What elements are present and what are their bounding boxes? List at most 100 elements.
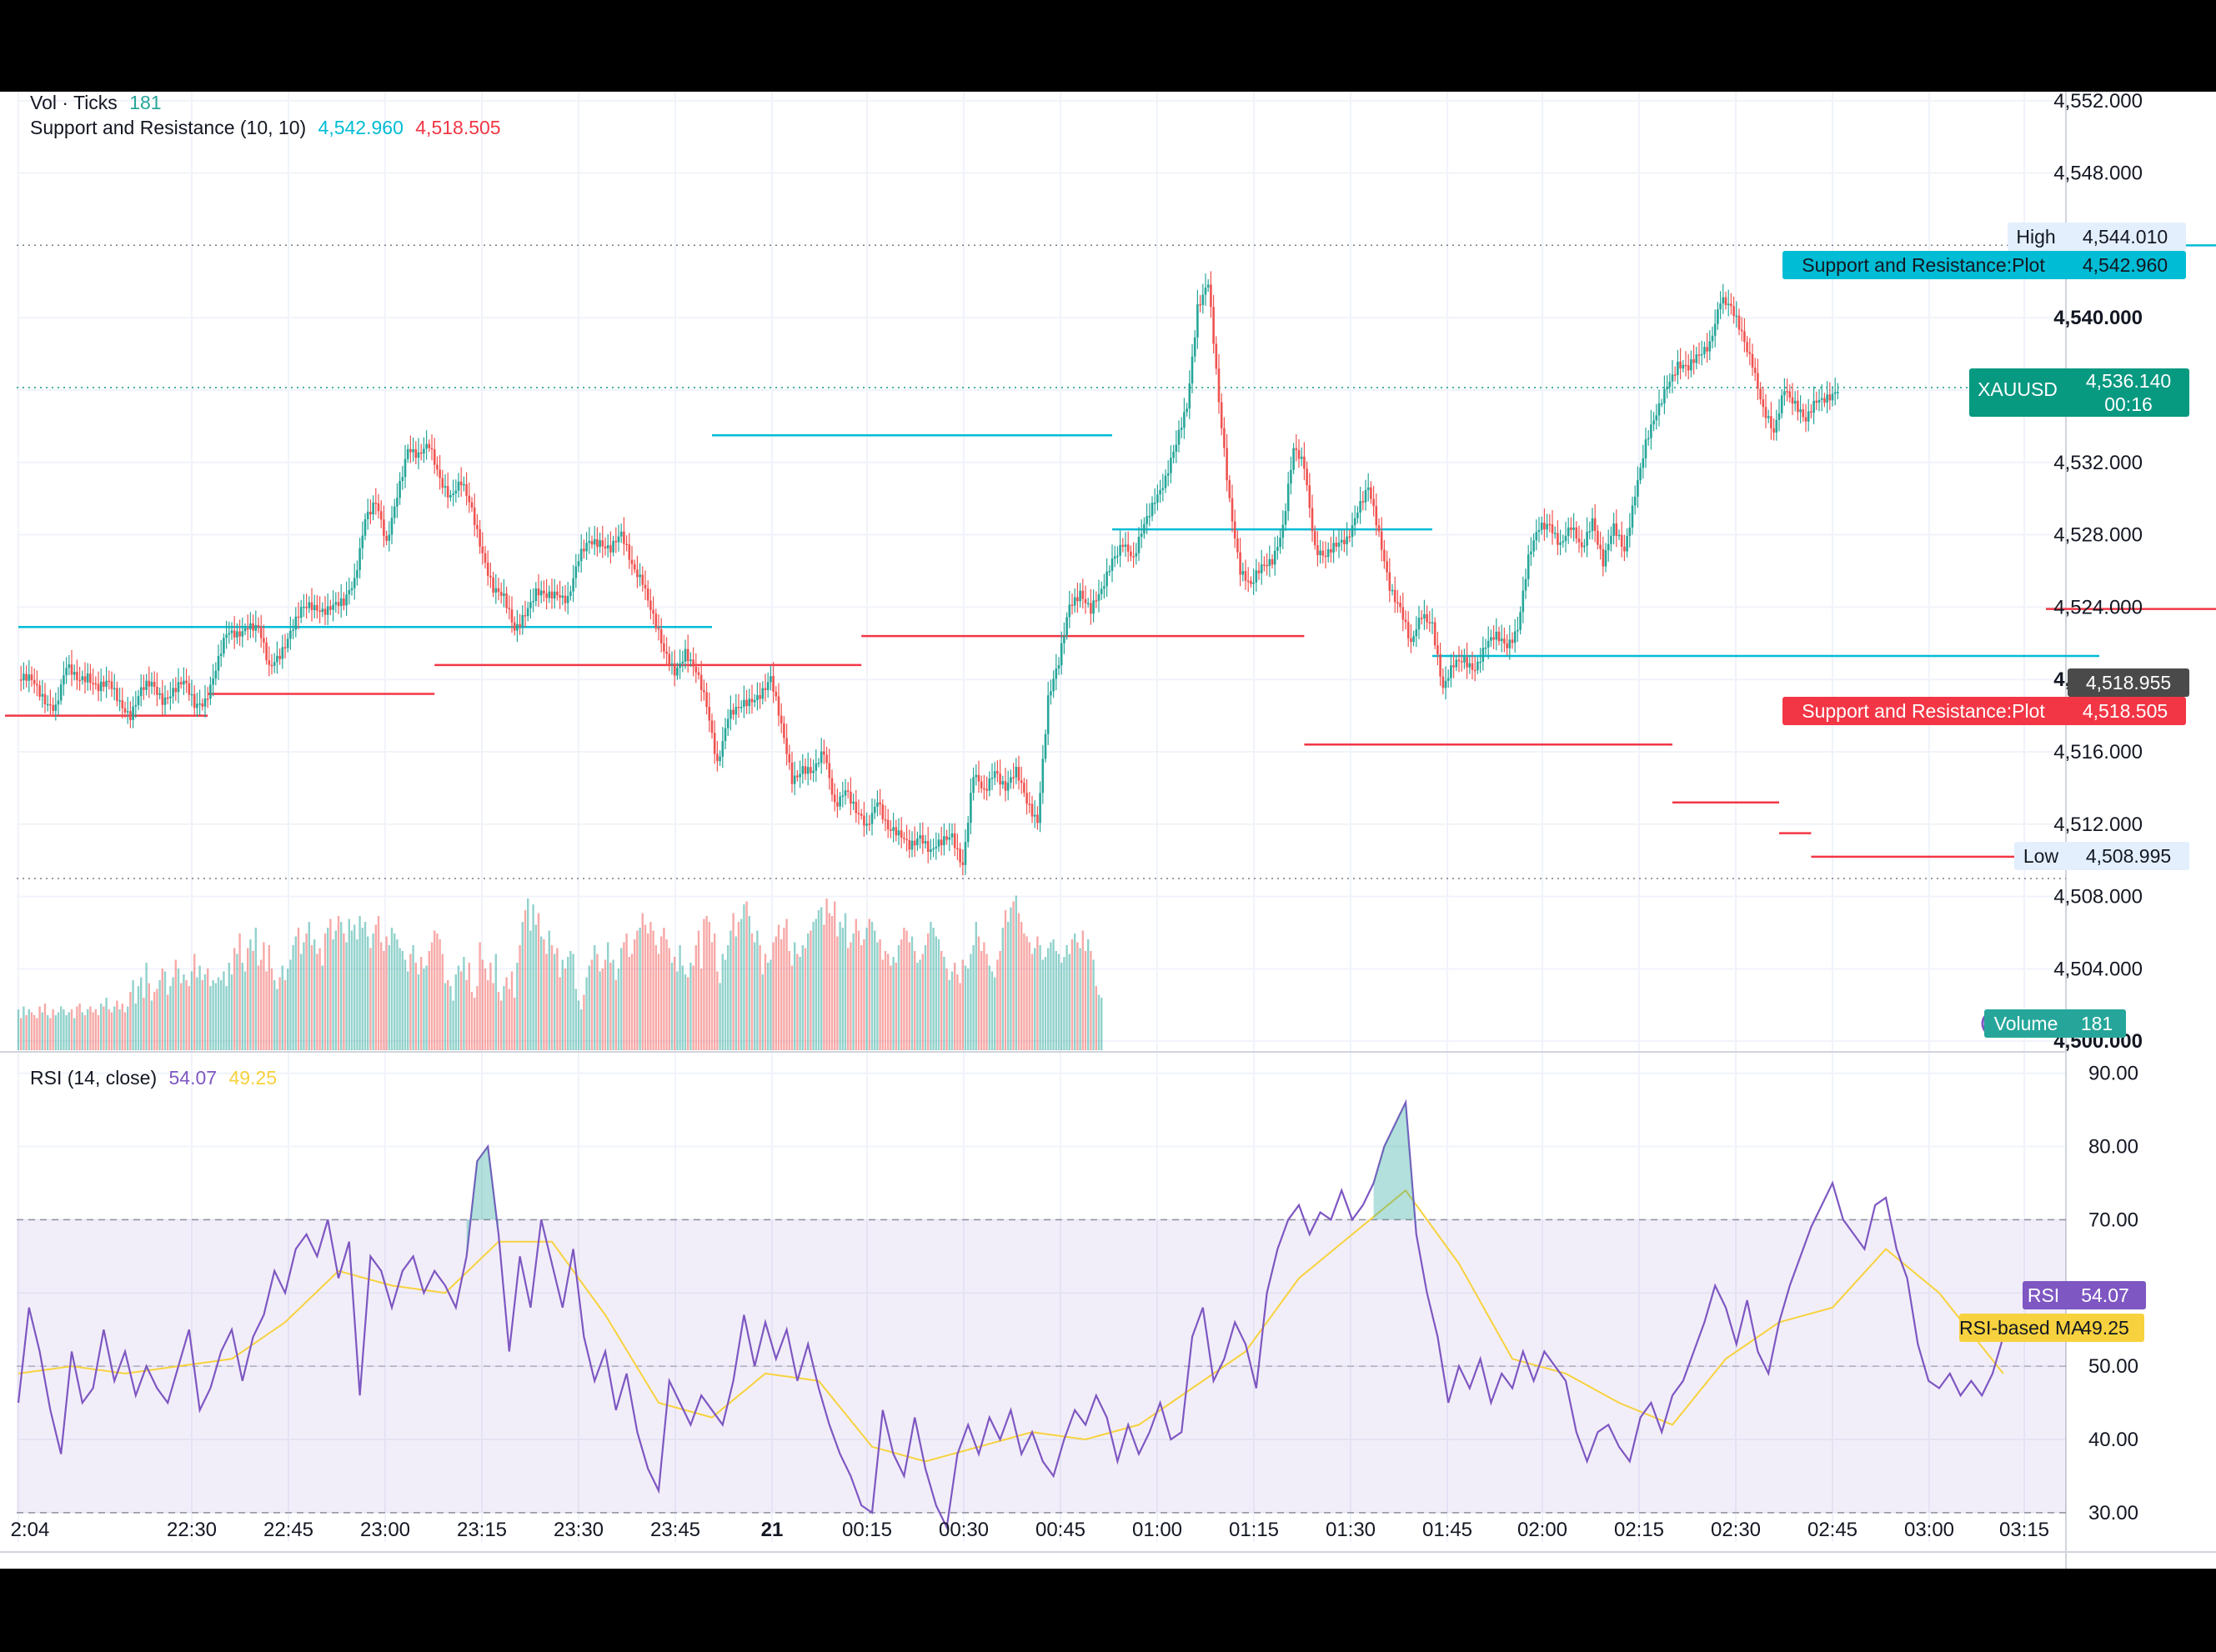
candle-body	[321, 608, 324, 613]
volume-bar	[948, 980, 950, 1050]
volume-bar	[257, 965, 260, 1050]
chart-area[interactable]: 4,552.0004,548.0004,540.0004,536.0004,53…	[0, 92, 2216, 1569]
time-tick-label: 22:30	[167, 1519, 217, 1541]
volume-bar	[236, 954, 238, 1050]
volume-bar	[609, 963, 612, 1050]
candle-body	[433, 449, 436, 465]
time-tick-label: 02:45	[1807, 1519, 1858, 1541]
candle-body	[1757, 373, 1759, 389]
candle-body	[1743, 331, 1746, 343]
legend-sr-support: 4,518.505	[415, 117, 501, 138]
support-plot-label: Support and Resistance:Plot	[1802, 700, 2045, 722]
candle-body	[1426, 613, 1428, 623]
volume-bar	[956, 974, 959, 1050]
candle-body	[1543, 523, 1546, 530]
volume-bar	[73, 1018, 76, 1050]
candle-body	[83, 676, 87, 683]
resistance-plot-value: 4,542.960	[2082, 254, 2168, 276]
volume-bar	[724, 959, 727, 1050]
candle-body	[161, 693, 164, 705]
candle-body	[1050, 691, 1052, 696]
candle-body	[761, 688, 765, 699]
volume-bar	[508, 989, 510, 1050]
candle-body	[1444, 680, 1447, 688]
time-tick-label: 03:15	[1999, 1519, 2049, 1541]
volume-bar	[660, 936, 663, 1050]
candle-body	[505, 593, 508, 608]
candle-body	[783, 723, 785, 738]
candle-body	[1473, 669, 1476, 672]
candle-body	[539, 590, 543, 596]
candle-body	[417, 452, 420, 458]
candle-body	[745, 699, 748, 707]
candle-body	[233, 630, 236, 638]
candle-body	[1324, 555, 1327, 558]
candle-body	[681, 661, 684, 663]
candle-body	[68, 664, 71, 668]
candle-body	[1233, 521, 1236, 538]
volume-bar	[839, 922, 841, 1050]
candle-body	[1057, 665, 1060, 669]
volume-bar	[78, 1004, 81, 1050]
candle-body	[1281, 524, 1285, 538]
candle-body	[156, 686, 158, 695]
candle-body	[524, 615, 527, 617]
candle-body	[1428, 622, 1431, 623]
volume-bar	[799, 957, 801, 1050]
price-tick-label: 4,532.000	[2053, 452, 2143, 474]
candle-body	[1657, 403, 1661, 416]
candle-body	[334, 602, 338, 605]
low-tag-label: Low	[2023, 845, 2059, 867]
candle-body	[283, 647, 287, 648]
candle-body	[726, 718, 729, 728]
volume-bar	[292, 945, 294, 1050]
volume-tag-value: 181	[2080, 1013, 2113, 1034]
candle-body	[990, 778, 994, 779]
candle-body	[1650, 424, 1652, 438]
candle-body	[670, 663, 674, 665]
chart-canvas[interactable]: 4,552.0004,548.0004,540.0004,536.0004,53…	[0, 92, 2216, 1569]
volume-bar	[727, 945, 729, 1050]
candle-body	[993, 771, 996, 778]
volume-bar	[516, 963, 519, 1050]
volume-bar	[785, 919, 788, 1050]
candle-body	[1695, 354, 1698, 363]
volume-bar	[983, 942, 985, 1050]
candle-body	[879, 802, 881, 805]
candle-body	[737, 707, 740, 708]
candle-body	[1548, 523, 1552, 526]
candle-body	[1562, 541, 1565, 543]
candle-body	[1575, 527, 1578, 539]
volume-bar	[369, 948, 372, 1050]
candle-body	[532, 601, 534, 603]
candle-body	[817, 763, 820, 764]
candle-body	[286, 638, 289, 648]
candle-body	[1161, 488, 1165, 490]
volume-bar	[892, 957, 895, 1050]
candle-body	[439, 469, 441, 478]
candle-body	[217, 656, 220, 671]
candle-body	[1572, 527, 1575, 530]
high-tag-label: High	[2016, 226, 2056, 248]
volume-bar	[810, 930, 812, 1050]
sr-lines	[5, 244, 2216, 859]
candle-body	[1330, 548, 1332, 553]
candle-body	[121, 700, 124, 708]
price-tick-label: 4,552.000	[2053, 92, 2143, 113]
volume-bar	[423, 969, 425, 1050]
candle-body	[1108, 570, 1111, 573]
volume-bar	[770, 959, 772, 1050]
candle-body	[654, 613, 658, 628]
volume-bar	[252, 951, 254, 1050]
volume-bar	[121, 1004, 123, 1050]
candle-body	[1351, 525, 1354, 538]
candle-body	[625, 543, 628, 546]
candle-body	[1148, 516, 1151, 518]
candle-body	[900, 830, 903, 839]
candle-body	[1121, 544, 1125, 547]
volume-bar	[561, 959, 564, 1050]
volume-bar	[334, 930, 337, 1050]
candle-body	[1713, 323, 1717, 336]
candle-body	[1764, 407, 1767, 418]
volume-bar	[388, 945, 390, 1050]
